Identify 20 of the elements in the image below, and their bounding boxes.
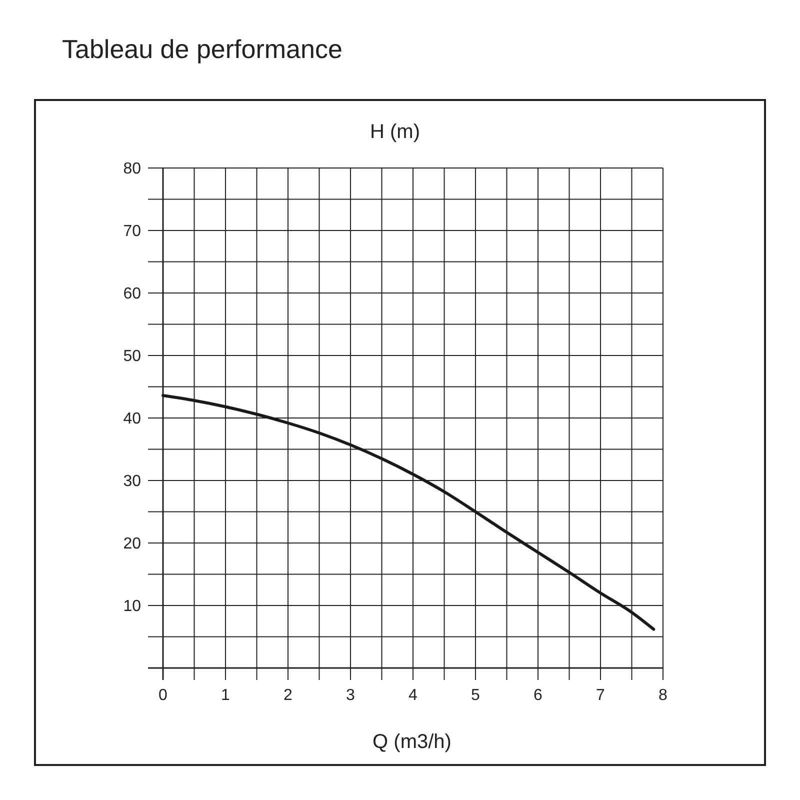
x-tick-label: 5 bbox=[471, 687, 480, 704]
x-tick-label: 7 bbox=[596, 687, 606, 704]
y-tick-label: 10 bbox=[123, 598, 142, 616]
y-axis-title: H (m) bbox=[370, 121, 420, 143]
x-axis-title: Q (m3/h) bbox=[372, 731, 452, 753]
x-tick-label: 1 bbox=[221, 687, 230, 704]
x-tick-label: 8 bbox=[658, 687, 668, 704]
x-tick-label: 3 bbox=[346, 687, 356, 704]
y-tick-label: 80 bbox=[123, 160, 142, 178]
y-tick-label: 60 bbox=[123, 286, 142, 303]
y-tick-label: 20 bbox=[123, 536, 142, 553]
x-tick-label: 0 bbox=[158, 687, 168, 704]
chart-title: Tableau de performance bbox=[62, 34, 342, 64]
x-tick-label: 2 bbox=[284, 687, 293, 704]
x-tick-label: 6 bbox=[534, 687, 543, 704]
y-tick-label: 70 bbox=[123, 223, 142, 240]
x-tick-label: 4 bbox=[408, 687, 418, 704]
y-tick-label: 50 bbox=[123, 348, 142, 366]
y-tick-label: 40 bbox=[123, 410, 142, 428]
y-tick-label: 30 bbox=[123, 473, 142, 490]
